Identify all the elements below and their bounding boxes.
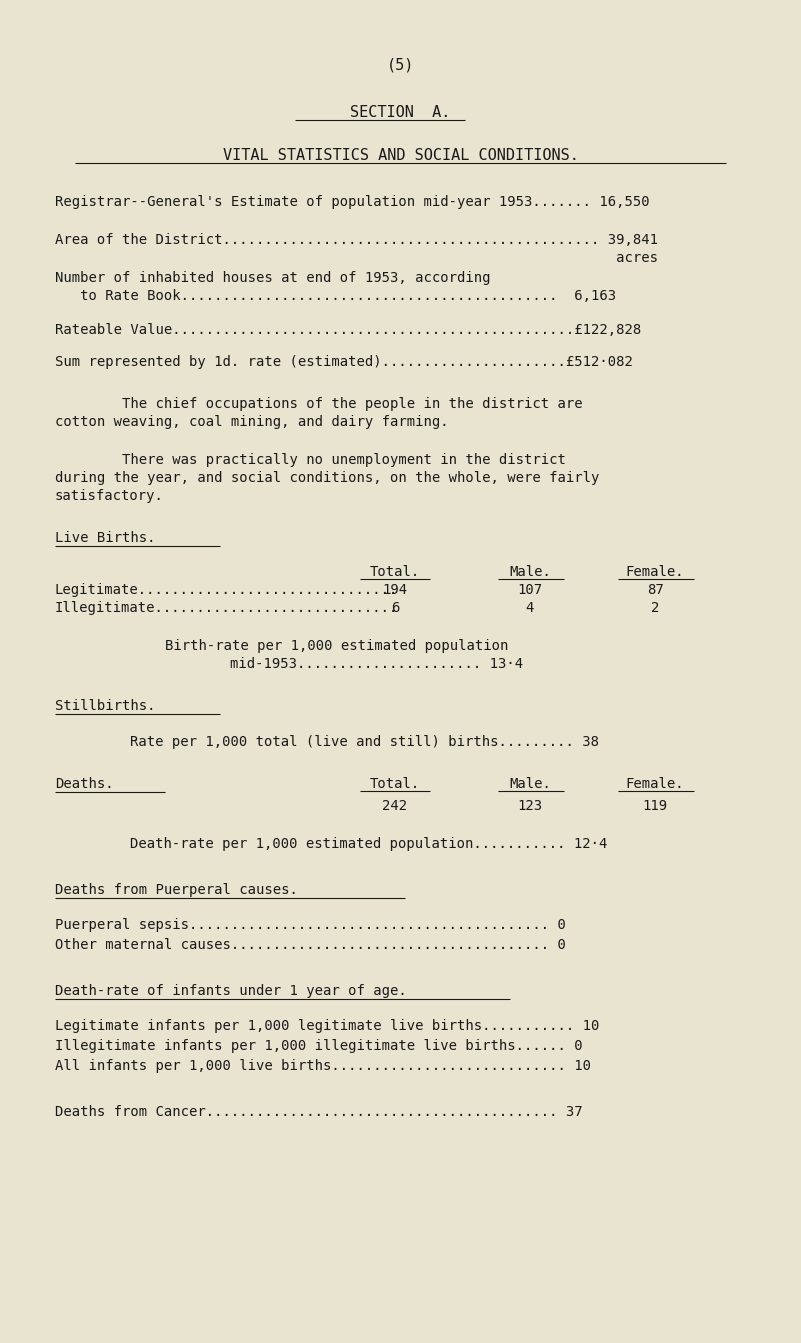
Text: Puerperal sepsis........................................... 0: Puerperal sepsis........................… — [55, 919, 566, 932]
Text: Registrar--General's Estimate of population mid-year 1953....... 16,550: Registrar--General's Estimate of populat… — [55, 195, 650, 210]
Text: Number of inhabited houses at end of 1953, according: Number of inhabited houses at end of 195… — [55, 271, 490, 285]
Text: Death-rate per 1,000 estimated population........... 12·4: Death-rate per 1,000 estimated populatio… — [130, 837, 607, 851]
Text: There was practically no unemployment in the district: There was practically no unemployment in… — [55, 453, 566, 467]
Text: SECTION  A.: SECTION A. — [350, 105, 451, 120]
Text: Legitimate...............................: Legitimate..............................… — [55, 583, 398, 598]
Text: mid-1953...................... 13·4: mid-1953...................... 13·4 — [230, 657, 523, 672]
Text: Area of the District............................................. 39,841: Area of the District....................… — [55, 232, 658, 247]
Text: Female.: Female. — [626, 565, 684, 579]
Text: 242: 242 — [382, 799, 408, 813]
Text: 2: 2 — [650, 602, 659, 615]
Text: acres: acres — [55, 251, 658, 265]
Text: Rateable Value................................................£122,828: Rateable Value..........................… — [55, 324, 642, 337]
Text: cotton weaving, coal mining, and dairy farming.: cotton weaving, coal mining, and dairy f… — [55, 415, 449, 428]
Text: 107: 107 — [517, 583, 542, 598]
Text: Rate per 1,000 total (live and still) births......... 38: Rate per 1,000 total (live and still) bi… — [130, 735, 599, 749]
Text: Deaths from Puerperal causes.: Deaths from Puerperal causes. — [55, 882, 298, 897]
Text: Deaths.: Deaths. — [55, 778, 114, 791]
Text: Male.: Male. — [509, 778, 551, 791]
Text: 194: 194 — [382, 583, 408, 598]
Text: 87: 87 — [646, 583, 663, 598]
Text: Total.: Total. — [370, 778, 421, 791]
Text: All infants per 1,000 live births............................ 10: All infants per 1,000 live births.......… — [55, 1060, 591, 1073]
Text: Live Births.: Live Births. — [55, 530, 155, 545]
Text: Illegitimate infants per 1,000 illegitimate live births...... 0: Illegitimate infants per 1,000 illegitim… — [55, 1039, 582, 1053]
Text: Legitimate infants per 1,000 legitimate live births........... 10: Legitimate infants per 1,000 legitimate … — [55, 1019, 599, 1033]
Text: Total.: Total. — [370, 565, 421, 579]
Text: Illegitimate.............................: Illegitimate............................… — [55, 602, 398, 615]
Text: (5): (5) — [387, 58, 414, 73]
Text: to Rate Book.............................................  6,163: to Rate Book............................… — [55, 289, 616, 304]
Text: Sum represented by 1d. rate (estimated)......................£512·082: Sum represented by 1d. rate (estimated).… — [55, 355, 633, 369]
Text: Male.: Male. — [509, 565, 551, 579]
Text: satisfactory.: satisfactory. — [55, 489, 164, 504]
Text: Birth-rate per 1,000 estimated population: Birth-rate per 1,000 estimated populatio… — [165, 639, 509, 653]
Text: Female.: Female. — [626, 778, 684, 791]
Text: during the year, and social conditions, on the whole, were fairly: during the year, and social conditions, … — [55, 471, 599, 485]
Text: VITAL STATISTICS AND SOCIAL CONDITIONS.: VITAL STATISTICS AND SOCIAL CONDITIONS. — [223, 148, 578, 163]
Text: The chief occupations of the people in the district are: The chief occupations of the people in t… — [55, 398, 582, 411]
Text: Deaths from Cancer.......................................... 37: Deaths from Cancer......................… — [55, 1105, 582, 1119]
Text: 123: 123 — [517, 799, 542, 813]
Text: 119: 119 — [642, 799, 667, 813]
Text: Other maternal causes...................................... 0: Other maternal causes...................… — [55, 937, 566, 952]
Text: Death-rate of infants under 1 year of age.: Death-rate of infants under 1 year of ag… — [55, 984, 407, 998]
Text: Stillbirths.: Stillbirths. — [55, 698, 155, 713]
Text: 4: 4 — [525, 602, 534, 615]
Text: 6: 6 — [391, 602, 399, 615]
